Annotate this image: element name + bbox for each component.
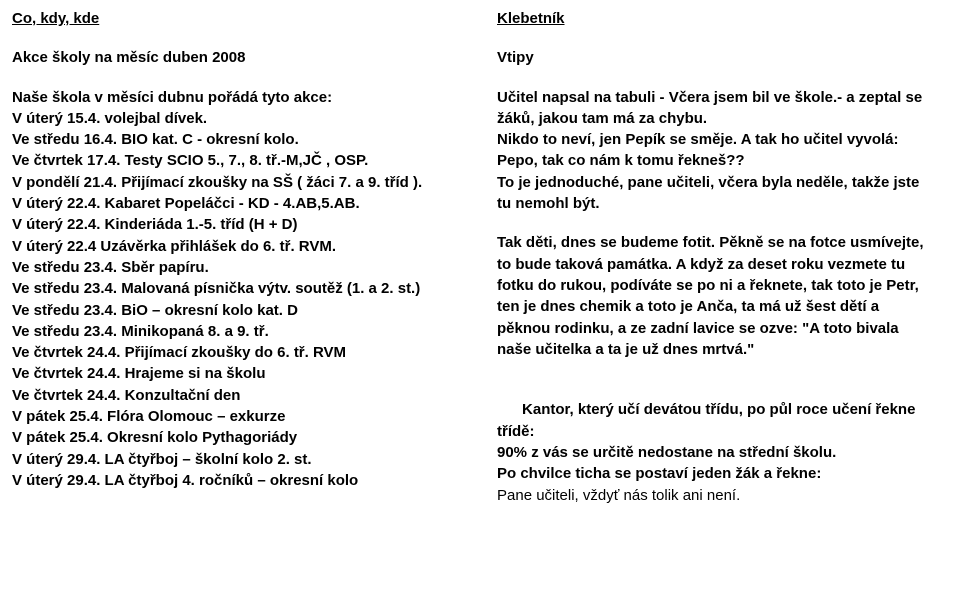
left-heading: Co, kdy, kde: [12, 8, 451, 29]
left-subtitle: Akce školy na měsíc duben 2008: [12, 47, 451, 68]
left-schedule: V úterý 15.4. volejbal dívek. Ve středu …: [12, 108, 451, 491]
right-heading: Klebetník: [497, 8, 936, 29]
left-intro: Naše škola v měsíci dubnu pořádá tyto ak…: [12, 87, 451, 108]
joke-1: Učitel napsal na tabuli - Včera jsem bil…: [497, 87, 936, 215]
joke-3-setup: Kantor, který učí devátou třídu, po půl …: [497, 401, 920, 482]
right-column: Klebetník Vtipy Učitel napsal na tabuli …: [497, 8, 936, 593]
joke-3-punchline: Pane učiteli, vždyť nás tolik ani není.: [497, 487, 740, 504]
right-subtitle: Vtipy: [497, 47, 936, 68]
joke-3: Kantor, který učí devátou třídu, po půl …: [497, 378, 936, 527]
left-column: Co, kdy, kde Akce školy na měsíc duben 2…: [12, 8, 451, 593]
joke-2: Tak děti, dnes se budeme fotit. Pěkně se…: [497, 232, 936, 360]
